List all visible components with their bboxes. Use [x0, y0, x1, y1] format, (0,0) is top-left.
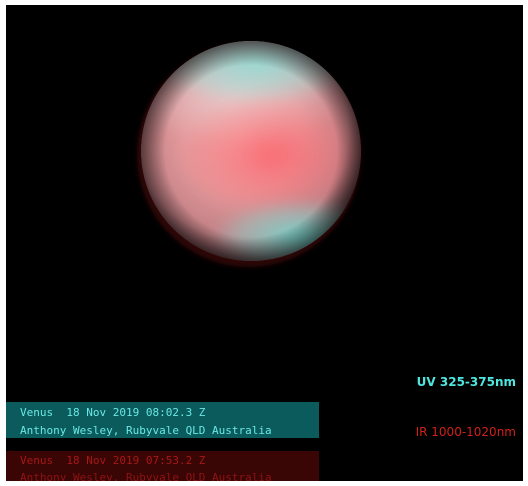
uv-caption-box [6, 402, 319, 438]
venus-planet-image [137, 41, 361, 267]
uv-band-label: UV 325-375nm [416, 375, 516, 389]
uv-caption-credit: Anthony Wesley, Rubyvale QLD Australia [20, 424, 272, 437]
image-frame: Venus 18 Nov 2019 08:02.3 Z Anthony Wesl… [6, 5, 523, 481]
ir-caption-box [6, 451, 319, 481]
uv-caption-date: Venus 18 Nov 2019 08:02.3 Z [20, 406, 206, 419]
ir-band-label: IR 1000-1020nm [415, 425, 516, 439]
ir-caption-credit: Anthony Wesley, Rubyvale QLD Australia [20, 471, 272, 481]
ir-caption-date: Venus 18 Nov 2019 07:53.2 Z [20, 454, 206, 467]
